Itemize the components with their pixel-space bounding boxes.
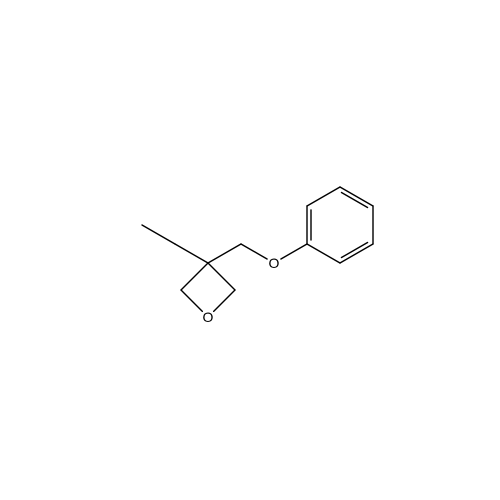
atom-label-o_ether: O	[269, 255, 280, 271]
chemical-structure-diagram: OO	[0, 0, 500, 500]
atom-label-o_ring: O	[203, 309, 214, 325]
molecule-svg	[0, 0, 500, 500]
